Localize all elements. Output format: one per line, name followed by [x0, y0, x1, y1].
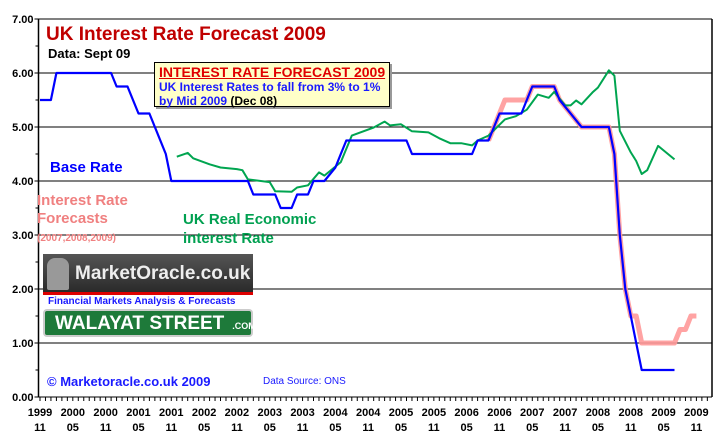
y-tick-label: 5.00	[12, 122, 33, 134]
annotation-line2: by Mid 2009	[159, 94, 228, 108]
x-tick-label-month: 05	[592, 422, 604, 434]
chart-title: UK Interest Rate Forecast 2009	[46, 24, 326, 45]
x-tick-label-month: 05	[198, 422, 210, 434]
x-tick-label-month: 11	[494, 422, 506, 434]
x-tick-label-month: 11	[625, 422, 637, 434]
x-tick-label-year: 2005	[389, 407, 413, 419]
series-lines	[40, 69, 697, 372]
x-tick-label-year: 2002	[225, 407, 249, 419]
label-real-line1: UK Real Economic	[183, 211, 317, 228]
x-tick-label-month: 11	[559, 422, 571, 434]
annotation-date: (Dec 08)	[230, 94, 278, 108]
x-tick-label-month: 05	[395, 422, 407, 434]
x-tick-label-year: 2008	[619, 407, 643, 419]
x-tick-label-year: 2003	[290, 407, 314, 419]
x-axis: 1999 11 2000 05 2000 11 2001 05 2001 11 2002 05 2002…	[28, 397, 709, 434]
series-line-interest-rate-forecasts	[486, 84, 697, 346]
label-forecasts-line2: Forecasts	[37, 210, 108, 227]
x-tick-label-year: 2006	[487, 407, 511, 419]
x-tick-label-year: 2006	[454, 407, 478, 419]
street-name: WALAYAT STREET	[55, 313, 225, 334]
x-tick-label-year: 2007	[553, 407, 577, 419]
y-tick-label: 3.00	[12, 230, 33, 242]
x-tick-label-month: 05	[657, 422, 669, 434]
x-tick-label-month: 11	[34, 422, 46, 434]
x-tick-label-year: 2009	[684, 407, 708, 419]
x-tick-label-month: 05	[132, 422, 144, 434]
y-tick-label: 1.00	[12, 338, 33, 350]
marketoracle-logo: MarketOracle.co.uk Financial Markets Ana…	[43, 254, 256, 339]
x-tick-label-year: 2003	[257, 407, 281, 419]
x-tick-label-year: 2008	[586, 407, 610, 419]
y-tick-label: 4.00	[12, 176, 33, 188]
x-tick-label-month: 11	[297, 422, 309, 434]
x-tick-label-month: 11	[428, 422, 440, 434]
x-tick-label-year: 2000	[93, 407, 117, 419]
data-source: Data Source: ONS	[263, 376, 346, 387]
x-tick-label-month: 11	[100, 422, 112, 434]
label-forecasts-line1: Interest Rate	[37, 192, 128, 209]
x-tick-label-month: 05	[67, 422, 79, 434]
series-line-uk-real-economic-interest-rate	[176, 69, 676, 193]
x-tick-label-month: 11	[165, 422, 177, 434]
label-forecast-years: (2007,2008,2009)	[37, 233, 116, 244]
x-tick-label-month: 11	[231, 422, 243, 434]
y-tick-label: 0.00	[12, 392, 33, 404]
label-base-rate: Base Rate	[50, 159, 123, 176]
annotation-heading: INTEREST RATE FORECAST 2009	[159, 64, 386, 80]
x-tick-label-year: 2002	[192, 407, 216, 419]
x-tick-label-year: 2007	[520, 407, 544, 419]
y-axis: 0.00 1.00 2.00 3.00 4.00 5.00 6.00 7.00	[12, 14, 713, 404]
x-tick-label-year: 2001	[159, 407, 183, 419]
x-tick-label-year: 1999	[28, 407, 52, 419]
x-tick-label-month: 11	[362, 422, 374, 434]
statue-figure-icon	[47, 258, 69, 290]
x-tick-label-year: 2004	[356, 407, 381, 419]
forecast-annotation-box: INTEREST RATE FORECAST 2009 UK Interest …	[154, 62, 390, 108]
logo-name: MarketOracle.co.uk	[75, 263, 251, 284]
y-tick-label: 2.00	[12, 284, 33, 296]
x-tick-label-year: 2000	[61, 407, 85, 419]
x-tick-label-year: 2001	[126, 407, 150, 419]
x-tick-label-month: 05	[264, 422, 276, 434]
series-line-base-rate	[40, 71, 675, 372]
annotation-line1: UK Interest Rates to fall from 3% to 1%	[159, 80, 381, 94]
x-tick-label-year: 2004	[323, 407, 348, 419]
x-tick-label-month: 05	[329, 422, 341, 434]
street-suffix: .COM	[232, 321, 256, 331]
x-tick-label-year: 2009	[651, 407, 675, 419]
y-tick-label: 6.00	[12, 68, 33, 80]
x-tick-label-month: 05	[461, 422, 473, 434]
label-real-rate: UK Real Economic interest Rate	[183, 210, 316, 248]
walayat-street-sign: WALAYAT STREET .COM	[43, 309, 256, 337]
x-tick-label-month: 11	[691, 422, 703, 434]
x-tick-label-month: 05	[526, 422, 538, 434]
x-tick-label-year: 2005	[422, 407, 446, 419]
copyright: © Marketoracle.co.uk 2009	[47, 374, 211, 389]
y-tick-label: 7.00	[12, 14, 33, 26]
logo-tagline: Financial Markets Analysis & Forecasts	[48, 296, 236, 307]
label-forecasts: Interest Rate Forecasts	[37, 192, 128, 228]
label-real-line2: interest Rate	[183, 230, 274, 247]
chart-subtitle: Data: Sept 09	[48, 46, 131, 61]
